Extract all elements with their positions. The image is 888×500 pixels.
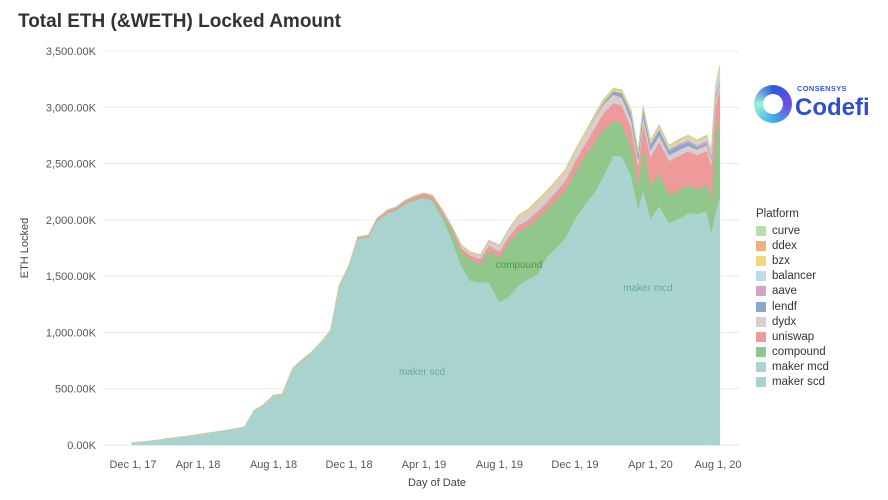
legend-swatch — [756, 271, 766, 282]
x-tick-label: Apr 1, 18 — [176, 459, 221, 471]
legend-swatch — [756, 255, 766, 266]
legend-label: bzx — [772, 254, 790, 267]
legend-item-lendf[interactable]: lendf — [756, 299, 829, 314]
legend-swatch — [756, 225, 766, 236]
y-axis-title: ETH Locked — [19, 218, 31, 279]
legend-swatch — [756, 362, 766, 373]
legend-label: maker scd — [772, 376, 826, 389]
legend-label: uniswap — [772, 330, 815, 343]
legend-item-ddex[interactable]: ddex — [756, 238, 829, 253]
legend-item-maker-scd[interactable]: maker scd — [756, 375, 829, 390]
legend-swatch — [756, 331, 766, 342]
annotation-maker-scd: maker scd — [399, 367, 445, 378]
legend-item-balancer[interactable]: balancer — [756, 269, 829, 284]
legend-label: ddex — [772, 239, 797, 252]
legend-label: compound — [772, 346, 826, 359]
legend-item-curve[interactable]: curve — [756, 223, 829, 238]
legend-swatch — [756, 316, 766, 327]
legend-label: aave — [772, 285, 797, 298]
annotation-compound: compound — [496, 260, 543, 271]
y-tick-label: 3,500.00K — [46, 46, 97, 58]
y-tick-label: 2,500.00K — [46, 159, 97, 171]
chart-title: Total ETH (&WETH) Locked Amount — [18, 11, 341, 32]
legend-swatch — [756, 286, 766, 297]
legend-label: lendf — [772, 300, 797, 313]
y-tick-label: 1,500.00K — [46, 271, 97, 283]
codefi-logo: CONSENSYS Codefi — [754, 84, 884, 124]
legend-swatch — [756, 301, 766, 312]
x-tick-label: Dec 1, 17 — [109, 459, 156, 471]
legend-item-uniswap[interactable]: uniswap — [756, 329, 829, 344]
legend-item-maker-mcd[interactable]: maker mcd — [756, 360, 829, 375]
y-axis-ticks: 0.00K 500.00K 1,000.00K 1,500.00K 2,000.00K 2… — [46, 46, 97, 452]
annotation-maker-mcd: maker mcd — [623, 283, 672, 294]
codefi-logo-icon — [754, 85, 792, 123]
legend-item-aave[interactable]: aave — [756, 284, 829, 299]
legend-label: curve — [772, 224, 801, 237]
y-tick-label: 1,000.00K — [46, 327, 97, 339]
legend-label: dydx — [772, 315, 797, 328]
legend-label: balancer — [772, 270, 817, 283]
legend-title: Platform — [756, 208, 799, 220]
x-tick-label: Apr 1, 19 — [402, 459, 447, 471]
legend-swatch — [756, 377, 766, 388]
legend-item-compound[interactable]: compound — [756, 345, 829, 360]
y-tick-label: 3,000.00K — [46, 102, 97, 114]
area-curve[interactable] — [131, 65, 721, 443]
x-tick-label: Apr 1, 20 — [628, 459, 673, 471]
y-tick-label: 500.00K — [55, 384, 97, 396]
area-series — [131, 65, 721, 446]
y-tick-label: 2,000.00K — [46, 215, 97, 227]
logo-consensys-text: CONSENSYS — [797, 84, 847, 93]
x-axis-title: Day of Date — [408, 477, 466, 489]
logo-codefi-text: Codefi — [795, 94, 870, 121]
legend-swatch — [756, 240, 766, 251]
legend: Platform curve ddex bzx balancer aave lendf dy… — [756, 207, 829, 390]
x-tick-label: Aug 1, 19 — [476, 459, 523, 471]
legend-item-dydx[interactable]: dydx — [756, 314, 829, 329]
y-tick-label: 0.00K — [67, 440, 96, 452]
x-axis-ticks: Dec 1, 17 Apr 1, 18 Aug 1, 18 Dec 1, 18 Apr … — [109, 459, 741, 471]
legend-swatch — [756, 347, 766, 358]
x-tick-label: Aug 1, 20 — [694, 459, 741, 471]
x-tick-label: Dec 1, 18 — [325, 459, 372, 471]
legend-item-bzx[interactable]: bzx — [756, 253, 829, 268]
x-tick-label: Dec 1, 19 — [551, 459, 598, 471]
legend-label: maker mcd — [772, 361, 829, 374]
x-tick-label: Aug 1, 18 — [250, 459, 297, 471]
